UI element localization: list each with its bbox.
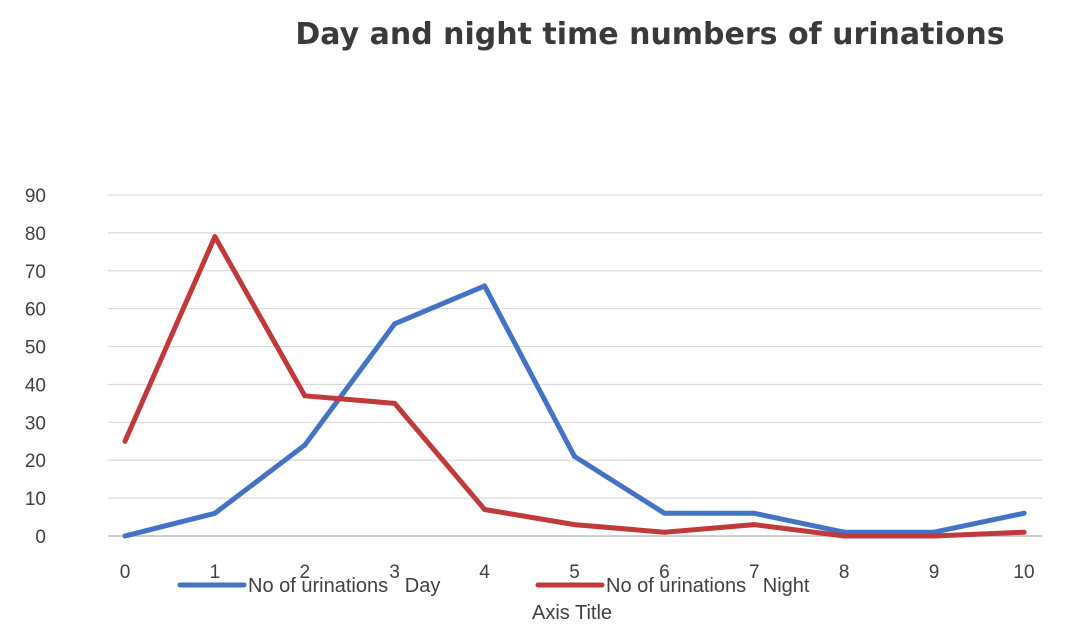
series-lines bbox=[122, 234, 1027, 539]
y-tick-label: 70 bbox=[25, 262, 46, 283]
data-point bbox=[841, 533, 847, 539]
x-tick-label: 6 bbox=[659, 562, 670, 583]
y-tick-label: 50 bbox=[25, 338, 46, 359]
x-tick-label: 3 bbox=[389, 562, 400, 583]
y-tick-label: 80 bbox=[25, 224, 46, 245]
x-tick-label: 0 bbox=[120, 562, 131, 583]
y-tick-label: 0 bbox=[35, 527, 46, 548]
data-point bbox=[122, 533, 128, 539]
data-point bbox=[482, 283, 488, 289]
x-tick-label: 1 bbox=[210, 562, 221, 583]
data-point bbox=[1021, 529, 1027, 535]
data-point bbox=[212, 234, 218, 240]
data-point bbox=[392, 400, 398, 406]
data-point bbox=[392, 321, 398, 327]
data-point bbox=[302, 442, 308, 448]
data-point bbox=[661, 529, 667, 535]
y-tick-label: 60 bbox=[25, 300, 46, 321]
data-point bbox=[302, 393, 308, 399]
data-point bbox=[212, 510, 218, 516]
data-point bbox=[482, 506, 488, 512]
x-tick-label: 9 bbox=[929, 562, 940, 583]
y-tick-label: 40 bbox=[25, 375, 46, 396]
y-tick-label: 20 bbox=[25, 451, 46, 472]
y-tick-label: 30 bbox=[25, 413, 46, 434]
data-point bbox=[572, 522, 577, 528]
chart-title: Day and night time numbers of urinations bbox=[295, 17, 1004, 52]
x-tick-label: 2 bbox=[300, 562, 311, 583]
data-point bbox=[751, 522, 757, 528]
gridlines bbox=[108, 194, 1042, 537]
x-tick-label: 5 bbox=[569, 562, 580, 583]
data-point bbox=[1021, 510, 1027, 516]
x-tick-label: 10 bbox=[1013, 562, 1034, 583]
x-tick-label: 4 bbox=[479, 562, 490, 583]
series-line-1 bbox=[122, 234, 1027, 539]
data-point bbox=[931, 533, 937, 539]
x-axis-title: Axis Title bbox=[532, 602, 612, 624]
x-tick-label: 7 bbox=[749, 562, 760, 583]
x-tick-label: 8 bbox=[839, 562, 850, 583]
data-point bbox=[751, 510, 757, 516]
x-axis-ticks: 0 1 2 3 4 5 6 7 8 9 10 bbox=[120, 562, 1035, 583]
legend: No of urinations Day No of urinations Nig… bbox=[177, 575, 810, 597]
data-point bbox=[661, 510, 667, 516]
y-tick-label: 10 bbox=[25, 489, 46, 510]
data-point bbox=[122, 438, 128, 444]
data-point bbox=[572, 453, 577, 459]
y-tick-label: 90 bbox=[25, 186, 46, 207]
y-axis-ticks: 0 10 20 30 40 50 60 70 80 90 bbox=[25, 186, 46, 548]
legend-label: No of urinations Night bbox=[606, 575, 810, 597]
legend-label: No of urinations Day bbox=[248, 575, 440, 597]
